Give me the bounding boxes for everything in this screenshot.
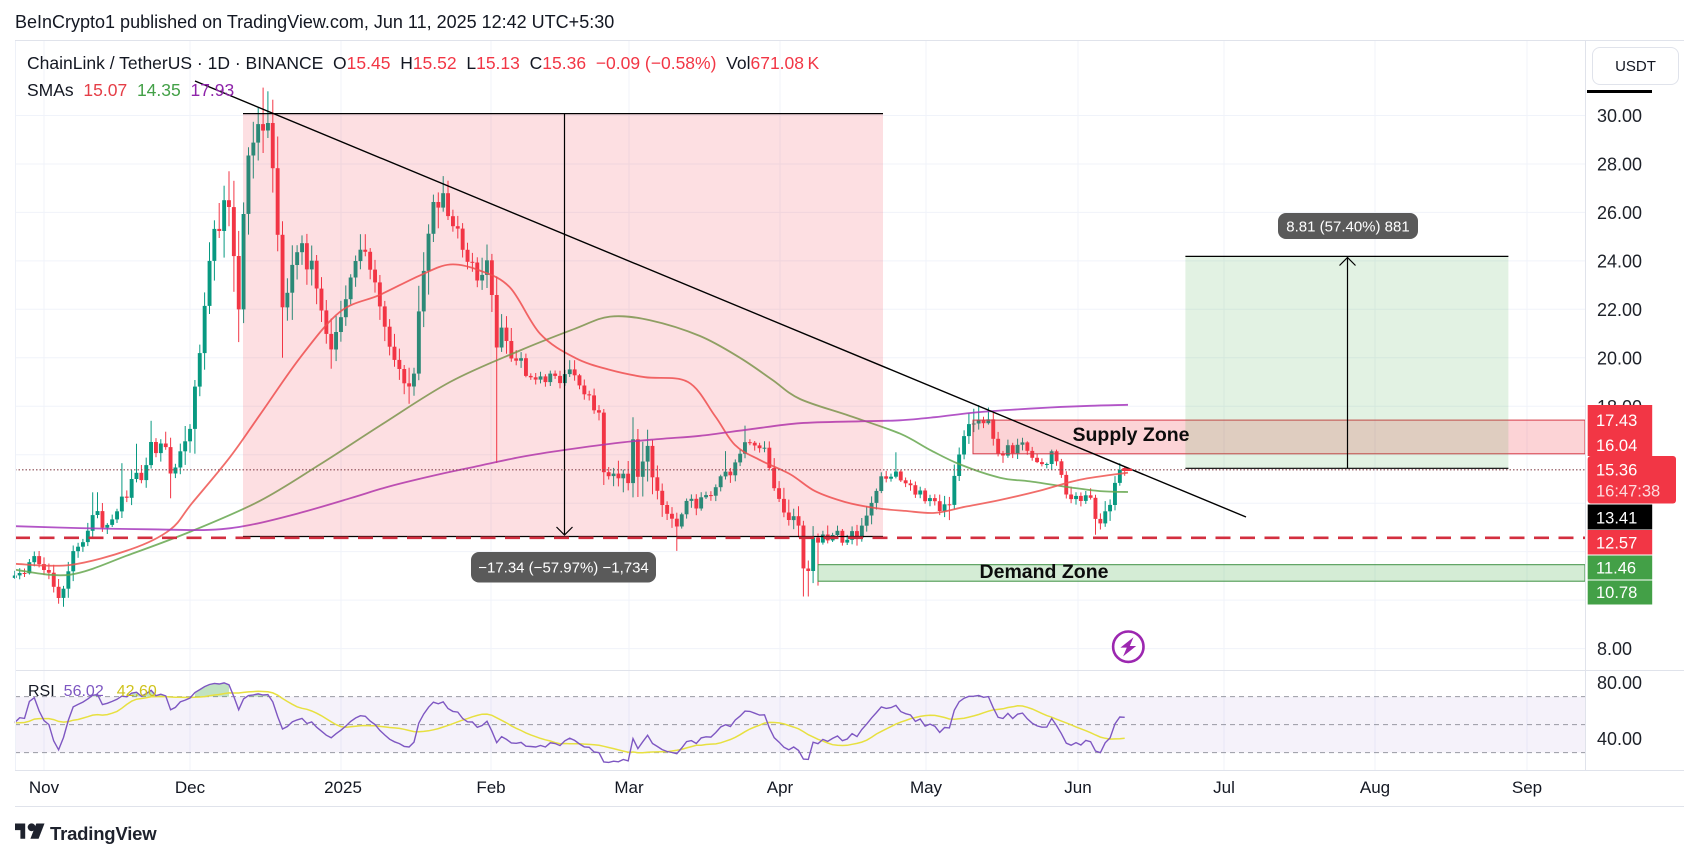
svg-text:2025: 2025 <box>324 778 362 797</box>
svg-text:13.41: 13.41 <box>1596 510 1637 528</box>
svg-text:8.81 (57.40%) 881: 8.81 (57.40%) 881 <box>1286 219 1409 236</box>
svg-text:40.00: 40.00 <box>1597 729 1642 749</box>
svg-text:16.04: 16.04 <box>1596 437 1637 455</box>
svg-text:Demand Zone: Demand Zone <box>980 561 1109 583</box>
svg-text:TradingView: TradingView <box>50 823 157 844</box>
svg-text:26.00: 26.00 <box>1597 203 1642 223</box>
svg-text:28.00: 28.00 <box>1597 155 1642 175</box>
svg-text:12.57: 12.57 <box>1596 535 1637 553</box>
svg-text:30.00: 30.00 <box>1597 106 1642 126</box>
svg-text:17.43: 17.43 <box>1596 412 1637 430</box>
svg-text:15.36: 15.36 <box>1596 462 1637 480</box>
svg-text:8.00: 8.00 <box>1597 639 1632 659</box>
svg-text:80.00: 80.00 <box>1597 673 1642 693</box>
svg-text:Aug: Aug <box>1360 778 1390 797</box>
svg-text:11.46: 11.46 <box>1596 560 1636 578</box>
svg-text:Jun: Jun <box>1064 778 1091 797</box>
svg-text:Nov: Nov <box>29 778 60 797</box>
svg-text:Mar: Mar <box>614 778 644 797</box>
svg-text:16:47:38: 16:47:38 <box>1596 483 1660 501</box>
svg-text:Supply Zone: Supply Zone <box>1073 424 1190 446</box>
svg-text:Sep: Sep <box>1512 778 1542 797</box>
svg-text:Apr: Apr <box>767 778 794 797</box>
svg-text:May: May <box>910 778 943 797</box>
svg-text:10.78: 10.78 <box>1596 584 1637 602</box>
svg-text:Feb: Feb <box>476 778 505 797</box>
svg-text:−17.34 (−57.97%) −1,734: −17.34 (−57.97%) −1,734 <box>478 560 649 577</box>
svg-text:24.00: 24.00 <box>1597 251 1642 271</box>
svg-text:22.00: 22.00 <box>1597 300 1642 320</box>
svg-text:Jul: Jul <box>1213 778 1235 797</box>
svg-text:20.00: 20.00 <box>1597 348 1642 368</box>
svg-text:Dec: Dec <box>175 778 206 797</box>
